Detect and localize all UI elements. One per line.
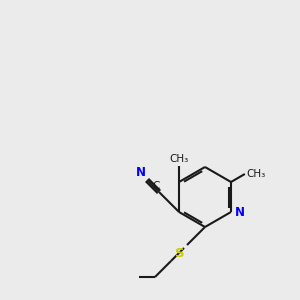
Text: N: N [136, 166, 146, 179]
Text: C: C [153, 181, 160, 191]
Text: N: N [235, 206, 245, 218]
Text: CH₃: CH₃ [247, 169, 266, 179]
Text: S: S [176, 247, 185, 260]
Text: CH₃: CH₃ [169, 154, 189, 164]
